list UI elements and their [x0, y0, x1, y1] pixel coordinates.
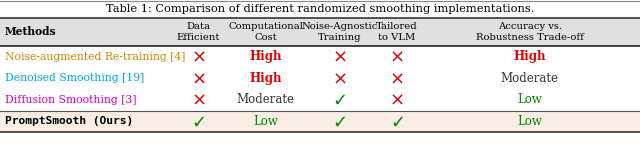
Text: $\checkmark$: $\checkmark$ [332, 112, 346, 130]
Text: $\times$: $\times$ [191, 48, 205, 66]
Text: Methods: Methods [5, 27, 56, 38]
Text: $\times$: $\times$ [332, 69, 346, 87]
Text: $\times$: $\times$ [191, 91, 205, 109]
Bar [0, 111, 640, 132]
Bar [0, 46, 640, 67]
Text: High: High [250, 72, 282, 85]
Text: Noise-Agnostic
Training: Noise-Agnostic Training [301, 22, 378, 42]
Text: PromptSmooth (Ours): PromptSmooth (Ours) [5, 116, 133, 126]
Text: $\checkmark$: $\checkmark$ [191, 112, 205, 130]
Text: High: High [513, 50, 546, 63]
Text: $\times$: $\times$ [390, 48, 404, 66]
Text: Accuracy vs.
Robustness Trade-off: Accuracy vs. Robustness Trade-off [476, 22, 584, 42]
Bar [0, 89, 640, 111]
Text: Tailored
to VLM: Tailored to VLM [376, 22, 418, 42]
Text: $\checkmark$: $\checkmark$ [332, 91, 346, 109]
Text: Low: Low [517, 93, 542, 106]
Text: $\times$: $\times$ [191, 69, 205, 87]
Text: Diffusion Smoothing [3]: Diffusion Smoothing [3] [5, 95, 136, 105]
Text: Moderate: Moderate [237, 93, 294, 106]
Text: Table 1: Comparison of different randomized smoothing implementations.: Table 1: Comparison of different randomi… [106, 4, 534, 14]
Bar [0, 67, 640, 89]
Text: Data
Efficient: Data Efficient [177, 22, 220, 42]
Bar [0, 18, 640, 46]
Text: $\times$: $\times$ [390, 69, 404, 87]
Text: Noise-augmented Re-training [4]: Noise-augmented Re-training [4] [5, 52, 186, 62]
Text: $\times$: $\times$ [332, 48, 346, 66]
Text: Denoised Smoothing [19]: Denoised Smoothing [19] [5, 73, 144, 83]
Text: $\times$: $\times$ [390, 91, 404, 109]
Text: Low: Low [253, 115, 278, 128]
Text: Low: Low [517, 115, 542, 128]
Text: Computational
Cost: Computational Cost [228, 22, 303, 42]
Text: $\checkmark$: $\checkmark$ [390, 112, 404, 130]
Text: High: High [250, 50, 282, 63]
Text: Moderate: Moderate [500, 72, 559, 85]
